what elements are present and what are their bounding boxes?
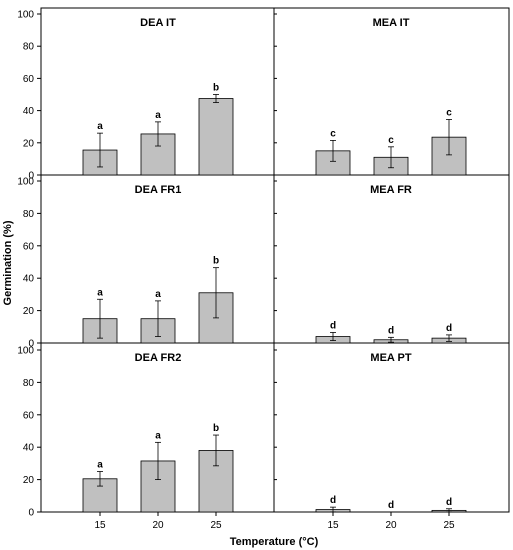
panel-title: DEA FR2 [135,352,182,364]
panel-mea-fr: MEA FR d d d [315,184,467,344]
panel-dea-fr1: DEA FR1 a a b [82,184,234,344]
significance-letter: d [388,500,394,511]
y-tick-label: 0 [28,339,34,350]
y-tick-label: 60 [23,410,35,421]
significance-letter: c [330,128,336,139]
y-tick-label: 20 [23,138,35,149]
y-tick-label: 80 [23,209,35,220]
significance-letter: d [446,323,452,334]
significance-letter: b [213,256,219,267]
y-tick-label: 60 [23,74,35,85]
significance-letter: a [97,460,103,471]
y-axis-title: Germination (%) [2,220,14,305]
y-tick-label: 60 [23,241,35,252]
x-tick-label: 25 [443,520,455,531]
significance-letter: d [446,497,452,508]
panel-dea-it: DEA IT a a b [82,17,234,176]
significance-letter: b [213,83,219,94]
y-tick-label: 100 [17,10,34,21]
significance-letter: c [446,107,452,118]
y-tick-label: 20 [23,306,35,317]
significance-letter: b [213,423,219,434]
significance-letter: d [330,495,336,506]
y-tick-label: 0 [28,171,34,182]
x-tick-label: 20 [152,520,164,531]
panel-title: MEA FR [370,184,412,196]
significance-letter: a [97,121,103,132]
bar [198,98,234,176]
y-tick-label: 40 [23,443,35,454]
plot-frame [40,7,510,513]
x-tick-label: 15 [94,520,106,531]
panel-mea-it: MEA IT c c c [315,17,467,176]
panel-title: MEA IT [373,17,410,29]
x-axis-title: Temperature (°C) [230,536,319,548]
significance-letter: a [155,430,161,441]
significance-letter: a [155,289,161,300]
y-tick-label: 40 [23,274,35,285]
panel-mea-pt: MEA PT d d d [315,352,467,513]
panel-title: DEA IT [140,17,176,29]
panel-title: MEA PT [370,352,411,364]
x-tick-label: 20 [385,520,397,531]
significance-letter: a [155,110,161,121]
y-tick-label: 40 [23,106,35,117]
significance-letter: d [388,325,394,336]
y-tick-label: 20 [23,475,35,486]
x-tick-label: 15 [327,520,339,531]
significance-letter: c [388,135,394,146]
y-tick-label: 100 [17,177,34,188]
significance-letter: a [97,287,103,298]
panel-dea-fr2: DEA FR2 a a b [82,352,234,513]
y-tick-label: 100 [17,346,34,357]
x-tick-label: 25 [210,520,222,531]
significance-letter: d [330,320,336,331]
panel-title: DEA FR1 [135,184,182,196]
y-tick-label: 80 [23,378,35,389]
y-tick-label: 80 [23,42,35,53]
y-tick-label: 0 [28,508,34,519]
